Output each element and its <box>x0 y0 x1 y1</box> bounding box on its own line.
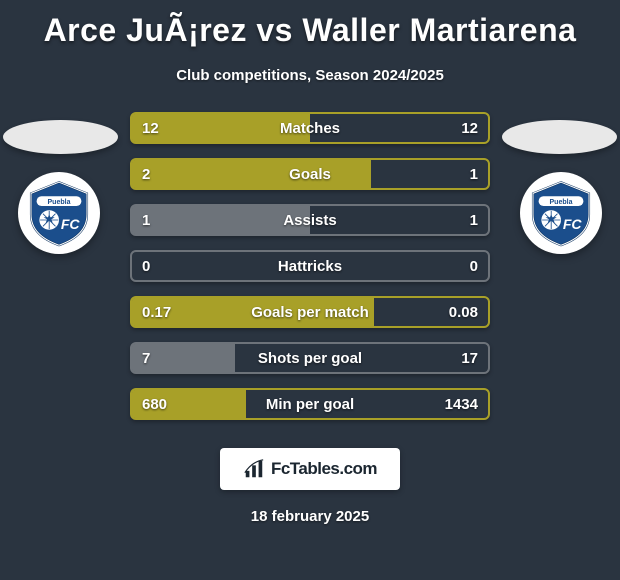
svg-text:Puebla: Puebla <box>550 199 573 206</box>
svg-text:FC: FC <box>61 216 81 232</box>
stat-row: 0Hattricks0 <box>130 250 490 282</box>
stat-value-right: 1 <box>470 212 478 229</box>
stat-label: Matches <box>132 120 488 137</box>
player-placeholder-left <box>3 120 118 154</box>
stat-value-right: 1434 <box>445 396 478 413</box>
stat-row: 2Goals1 <box>130 158 490 190</box>
club-logo-right: Puebla FC <box>520 172 602 254</box>
club-logo-left: Puebla FC <box>18 172 100 254</box>
stat-row: 0.17Goals per match0.08 <box>130 296 490 328</box>
stat-row: 1Assists1 <box>130 204 490 236</box>
site-logo-text: FcTables.com <box>271 459 377 479</box>
stat-label: Min per goal <box>132 396 488 413</box>
player-placeholder-right <box>502 120 617 154</box>
stat-value-right: 0.08 <box>449 304 478 321</box>
stat-label: Goals per match <box>132 304 488 321</box>
bars-icon <box>243 458 265 480</box>
stat-value-right: 0 <box>470 258 478 275</box>
stat-label: Hattricks <box>132 258 488 275</box>
stat-row: 7Shots per goal17 <box>130 342 490 374</box>
stat-label: Assists <box>132 212 488 229</box>
comparison-panel: Puebla FC Puebla FC 12Matches122Goals11A… <box>0 112 620 525</box>
page-title: Arce JuÃ¡rez vs Waller Martiarena <box>0 0 620 49</box>
stat-label: Goals <box>132 166 488 183</box>
stat-row: 12Matches12 <box>130 112 490 144</box>
stat-label: Shots per goal <box>132 350 488 367</box>
site-logo[interactable]: FcTables.com <box>220 448 400 490</box>
snapshot-date: 18 february 2025 <box>0 508 620 525</box>
svg-text:Puebla: Puebla <box>48 199 71 206</box>
stat-value-right: 1 <box>470 166 478 183</box>
svg-text:FC: FC <box>563 216 583 232</box>
season-subtitle: Club competitions, Season 2024/2025 <box>0 67 620 84</box>
stat-value-right: 12 <box>461 120 478 137</box>
puebla-crest-icon: Puebla FC <box>526 178 596 248</box>
stat-value-right: 17 <box>461 350 478 367</box>
puebla-crest-icon: Puebla FC <box>24 178 94 248</box>
stat-row: 680Min per goal1434 <box>130 388 490 420</box>
stats-list: 12Matches122Goals11Assists10Hattricks00.… <box>130 112 490 420</box>
